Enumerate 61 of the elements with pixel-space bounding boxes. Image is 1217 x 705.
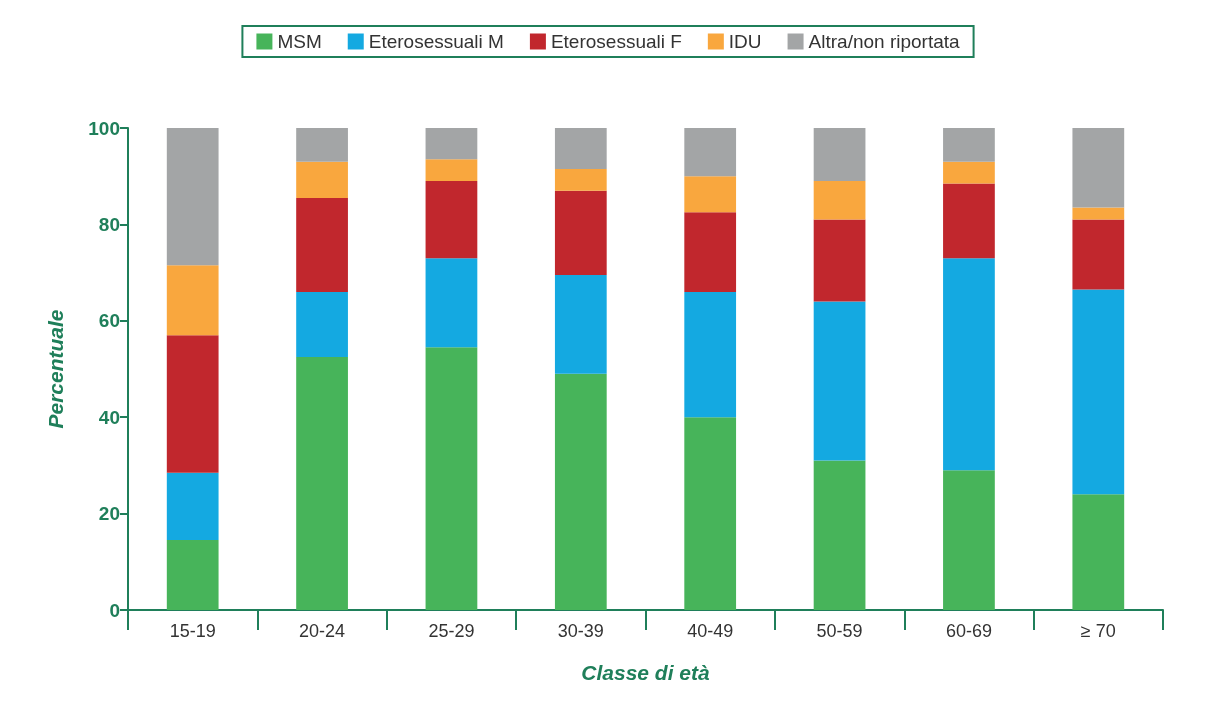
bar — [1072, 128, 1125, 208]
y-tick-label: 20 — [98, 503, 120, 525]
bar — [296, 356, 348, 610]
bar — [425, 347, 478, 610]
bar — [166, 335, 219, 473]
x-tick-label: 40-49 — [687, 621, 734, 641]
bar — [425, 181, 478, 259]
bar — [943, 128, 995, 162]
bar — [684, 128, 737, 177]
bar — [684, 176, 737, 213]
bar — [425, 159, 478, 182]
bar — [1072, 494, 1125, 610]
bar — [684, 417, 737, 610]
x-tick-label: 50-59 — [816, 621, 863, 641]
bar — [554, 128, 607, 169]
bar — [943, 258, 995, 471]
y-tick-label: 80 — [98, 213, 120, 235]
bar — [554, 275, 607, 374]
x-tick-label: 15-19 — [169, 621, 216, 641]
bar — [166, 540, 219, 610]
y-tick-label: 40 — [98, 406, 120, 428]
bar — [166, 265, 219, 336]
bar — [425, 128, 478, 160]
legend-label: MSM — [277, 31, 322, 52]
legend-label: Eterosessuali M — [368, 31, 504, 52]
bar — [166, 472, 219, 541]
legend-label: Eterosessuali F — [550, 31, 682, 52]
bar — [1072, 207, 1125, 220]
bar — [166, 128, 219, 266]
bar — [554, 190, 607, 276]
bar — [425, 258, 478, 348]
bar — [943, 470, 995, 610]
bar — [1072, 289, 1125, 495]
x-tick-label: 60-69 — [945, 621, 992, 641]
bar — [813, 128, 866, 182]
x-tick-label: 25-29 — [428, 621, 475, 641]
legend-label: IDU — [728, 31, 762, 52]
bar — [813, 219, 866, 302]
bar — [296, 128, 348, 162]
bar — [296, 291, 348, 357]
x-axis-title: Classe di età — [581, 661, 711, 684]
bar — [296, 197, 348, 292]
x-tick-label: 20-24 — [299, 621, 346, 641]
y-tick-label: 100 — [88, 117, 120, 139]
bar — [554, 373, 607, 610]
bar — [813, 181, 866, 220]
bar — [554, 168, 607, 191]
y-tick-label: 0 — [109, 599, 120, 621]
bar — [943, 161, 995, 184]
bar — [684, 212, 737, 292]
bar — [1072, 219, 1125, 290]
legend-label: Altra/non riportata — [808, 31, 961, 52]
y-tick-label: 60 — [98, 310, 120, 332]
x-tick-label: 30-39 — [557, 621, 604, 641]
bar — [813, 460, 866, 610]
bar — [296, 161, 348, 198]
bar — [813, 301, 866, 461]
x-tick-label: ≥ 70 — [1080, 621, 1116, 641]
y-axis-title: Percentuale — [44, 309, 67, 429]
bar — [684, 291, 737, 418]
bar — [943, 183, 995, 259]
